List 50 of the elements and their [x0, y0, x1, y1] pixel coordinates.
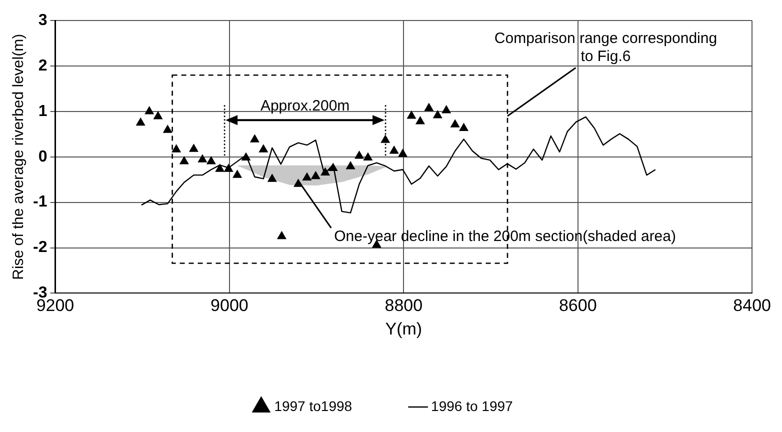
annotation: Comparison range corresponding to Fig.6 — [494, 30, 718, 65]
x-tick-label: 8800 — [384, 296, 423, 316]
point — [136, 118, 145, 126]
point — [259, 144, 268, 152]
point — [206, 156, 216, 164]
y-tick-label: 2 — [38, 57, 48, 74]
x-tick-label: 8600 — [558, 296, 597, 316]
point — [180, 156, 189, 164]
point — [277, 231, 286, 240]
point — [398, 149, 408, 157]
point — [215, 164, 224, 172]
point — [198, 154, 207, 162]
point — [424, 103, 434, 112]
point — [320, 168, 330, 176]
y-tick-label: -2 — [32, 239, 48, 256]
legend-label: 1997 to1998 — [274, 398, 352, 414]
point — [442, 106, 451, 114]
point — [232, 170, 242, 178]
point — [189, 144, 198, 152]
x-axis-title: Y(m) — [385, 319, 422, 338]
point — [302, 172, 312, 181]
annotation: Approx.200m — [260, 98, 350, 115]
point — [346, 161, 355, 170]
x-tick-label: 8400 — [733, 296, 772, 316]
y-tick-label: 1 — [38, 102, 48, 120]
legend-label: 1996 to 1997 — [431, 398, 514, 414]
point — [250, 134, 260, 142]
point — [268, 174, 277, 182]
point — [154, 111, 162, 120]
point — [450, 120, 460, 128]
point — [224, 164, 233, 172]
y-axis-title: Rise of the average riverbed level(m) — [10, 34, 28, 280]
point — [433, 110, 442, 118]
point — [380, 135, 390, 143]
point — [459, 123, 468, 132]
point — [311, 171, 320, 180]
point — [390, 146, 398, 154]
point — [144, 106, 154, 114]
point — [328, 163, 338, 172]
point — [172, 144, 181, 152]
y-tick-label: 0 — [38, 148, 48, 166]
y-tick-label: -1 — [32, 194, 48, 211]
point — [416, 116, 425, 124]
y-tick-label: 3 — [38, 12, 48, 30]
point — [364, 152, 372, 161]
point — [242, 152, 250, 161]
point — [163, 125, 172, 133]
point — [354, 150, 364, 159]
x-tick-label: 9000 — [210, 296, 248, 316]
point — [407, 111, 416, 119]
